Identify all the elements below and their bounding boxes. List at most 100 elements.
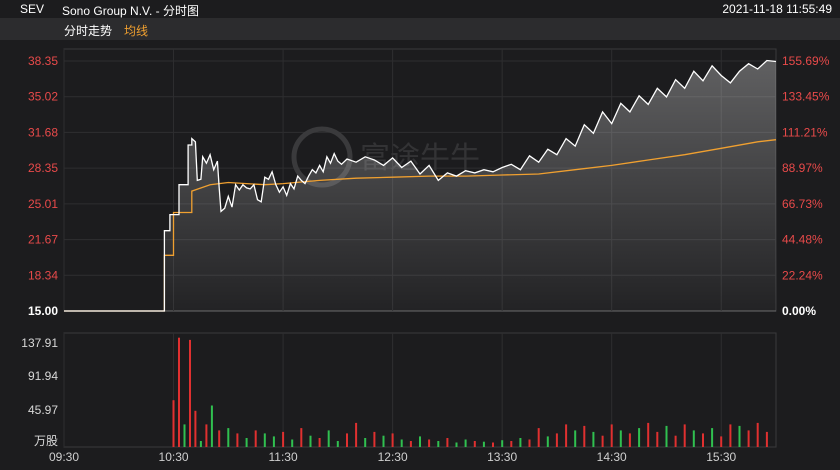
volume-bar	[720, 436, 723, 447]
volume-bar	[601, 435, 604, 447]
volume-bar	[638, 428, 641, 447]
percent-tick-label: 66.73%	[782, 197, 823, 211]
volume-bar	[409, 441, 412, 447]
volume-axis: 137.91 91.94 45.97 万股	[21, 336, 58, 448]
volume-tick-label: 91.94	[28, 369, 58, 383]
volume-bar	[446, 438, 449, 447]
volume-bar	[738, 425, 741, 447]
volume-bar	[647, 422, 650, 447]
price-area	[64, 60, 776, 311]
volume-bar	[619, 430, 622, 447]
volume-bar	[309, 435, 312, 447]
volume-bar	[510, 441, 513, 447]
volume-bar	[291, 439, 294, 447]
volume-bar	[428, 439, 431, 447]
chart-title: Sono Group N.V. - 分时图	[62, 4, 199, 18]
volume-bar	[382, 435, 385, 447]
volume-tick-label: 万股	[34, 434, 58, 448]
time-axis: 09:30 10:30 11:30 12:30 13:30 14:30 15:30	[49, 450, 737, 464]
volume-bar	[205, 424, 208, 447]
intraday-chart: 富途牛牛 38.3535.0231.6828.3525.0121.6718.34…	[21, 48, 830, 464]
volume-bar	[419, 436, 421, 447]
volume-bar	[519, 438, 522, 447]
volume-bar	[245, 438, 248, 447]
price-tick-label: 15.00	[28, 304, 58, 318]
volume-bar	[282, 431, 285, 447]
percent-axis: 155.69% 133.45% 111.21% 88.97% 66.73% 44.48% 2…	[782, 54, 830, 318]
timestamp: 2021-11-18 11:55:49	[722, 2, 832, 16]
volume-bar	[610, 424, 613, 447]
title-bar: SEV Sono Group N.V. - 分时图 2021-11-18 11:…	[0, 0, 840, 18]
price-tick-label: 28.35	[28, 161, 58, 175]
price-area-fill	[64, 60, 776, 311]
volume-bar	[528, 439, 531, 447]
volume-bar	[336, 441, 339, 447]
volume-bar	[346, 433, 348, 447]
volume-bar	[210, 405, 213, 447]
price-line-series	[64, 59, 777, 312]
price-tick-label: 18.34	[28, 268, 58, 282]
volume-bar	[254, 430, 257, 447]
ticker-symbol: SEV	[20, 2, 45, 16]
volume-bar	[400, 439, 403, 447]
volume-bar	[227, 428, 230, 447]
volume-bar	[674, 435, 677, 447]
time-tick-label: 10:30	[159, 450, 189, 464]
tab-average-line[interactable]: 均线	[124, 24, 149, 38]
volume-bar	[199, 441, 202, 447]
volume-bar	[592, 431, 595, 447]
volume-bar	[711, 428, 714, 447]
volume-bar	[747, 430, 750, 447]
volume-bar	[189, 339, 191, 447]
volume-bar	[501, 440, 504, 447]
volume-bar	[272, 436, 275, 447]
percent-tick-label: 111.21%	[782, 125, 828, 139]
price-tick-label: 35.02	[28, 90, 58, 104]
volume-bar	[692, 430, 695, 447]
price-tick-label: 31.68	[28, 125, 58, 139]
time-tick-label: 11:30	[269, 450, 298, 464]
time-tick-label: 15:30	[706, 450, 736, 464]
time-tick-label: 13:30	[487, 450, 517, 464]
percent-tick-label: 88.97%	[782, 161, 823, 175]
volume-bar	[473, 441, 476, 447]
volume-bar	[327, 430, 330, 447]
time-tick-label: 09:30	[49, 450, 79, 464]
volume-bar	[391, 433, 394, 447]
tab-intraday[interactable]: 分时走势	[64, 24, 113, 38]
volume-bar	[172, 400, 175, 447]
volume-bar	[574, 430, 577, 447]
volume-bar	[555, 433, 558, 447]
volume-bar	[756, 422, 759, 447]
volume-bar	[583, 425, 586, 447]
volume-tick-label: 45.97	[28, 403, 58, 417]
average-line	[64, 139, 777, 312]
price-tick-label: 25.01	[28, 197, 58, 211]
volume-bar	[373, 431, 376, 447]
volume-bar	[355, 422, 358, 447]
volume-bar	[236, 433, 239, 447]
volume-bar	[665, 425, 668, 447]
percent-tick-label: 155.69%	[782, 54, 830, 68]
volume-bar	[437, 441, 440, 447]
volume-bar	[263, 433, 266, 447]
percent-tick-label: 22.24%	[782, 268, 823, 282]
volume-panel-frame	[63, 332, 777, 448]
chart-tabs: 分时走势 均线	[0, 18, 840, 40]
volume-bar	[318, 438, 321, 447]
time-tick-label: 12:30	[378, 450, 408, 464]
average-line-series	[64, 139, 777, 312]
volume-bar	[765, 431, 768, 447]
volume-bar	[729, 424, 732, 447]
percent-tick-label: 133.45%	[782, 90, 830, 104]
price-tick-label: 38.35	[28, 54, 58, 68]
price-tick-label: 21.67	[28, 233, 58, 247]
volume-bar	[683, 424, 686, 447]
volume-bar	[455, 442, 458, 447]
volume-bar	[702, 433, 704, 447]
price-axis: 38.35 35.02 31.68 28.35 25.01 21.67 18.34 15.00	[28, 54, 58, 318]
volume-bar	[656, 431, 659, 447]
price-line	[64, 59, 777, 312]
volume-bar	[492, 442, 494, 447]
volume-bars	[172, 337, 768, 447]
